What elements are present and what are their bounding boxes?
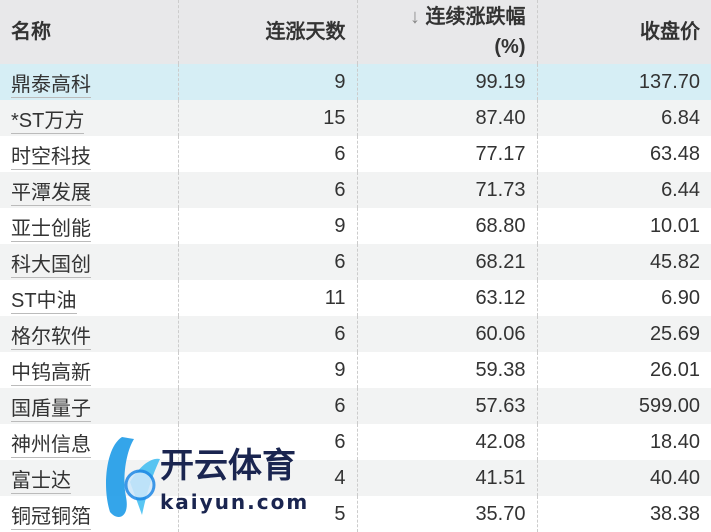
cell-days: 6: [177, 244, 357, 280]
cell-name[interactable]: 平潭发展: [0, 172, 178, 208]
table-row[interactable]: 富士达 4 41.51 40.40: [0, 460, 711, 496]
table-row[interactable]: 鼎泰高科 9 99.19 137.70: [0, 64, 711, 100]
cell-price: 40.40: [536, 460, 711, 496]
table-row[interactable]: 时空科技 6 77.17 63.48: [0, 136, 711, 172]
cell-days: 15: [177, 100, 357, 136]
cell-price: 10.01: [536, 208, 711, 244]
cell-days: 6: [177, 424, 357, 460]
cell-price: 6.44: [536, 172, 711, 208]
cell-days: 4: [177, 460, 357, 496]
header-days[interactable]: 连涨天数: [177, 0, 357, 64]
table-header: 名称 连涨天数 ↓ 连续涨跌幅 (%) 收盘价: [0, 0, 711, 64]
stock-name-link[interactable]: 时空科技: [11, 145, 91, 170]
cell-days: 9: [177, 208, 357, 244]
cell-name[interactable]: 亚士创能: [0, 208, 178, 244]
watermark-title: 开云体育: [160, 446, 296, 486]
cell-price: 45.82: [536, 244, 711, 280]
cell-days: 5: [177, 496, 357, 532]
header-pct-unit: (%): [494, 36, 526, 58]
stock-name-link[interactable]: 铜冠铜箔: [11, 505, 91, 530]
cell-price: 25.69: [536, 316, 711, 352]
stock-name-link[interactable]: 中钨高新: [11, 361, 91, 386]
stock-name-link[interactable]: 亚士创能: [11, 217, 91, 242]
cell-days: 9: [177, 352, 357, 388]
cell-name[interactable]: 铜冠铜箔: [0, 496, 178, 532]
cell-pct: 60.06: [356, 316, 537, 352]
sort-down-icon: ↓: [409, 6, 420, 28]
cell-pct: 59.38: [356, 352, 537, 388]
cell-days: 6: [177, 388, 357, 424]
cell-price: 38.38: [536, 496, 711, 532]
cell-name[interactable]: 神州信息: [0, 424, 178, 460]
cell-name[interactable]: 中钨高新: [0, 352, 178, 388]
cell-pct: 42.08: [356, 424, 537, 460]
cell-days: 6: [177, 316, 357, 352]
watermark-url: kaiyun.com: [160, 490, 309, 514]
header-pct[interactable]: ↓ 连续涨跌幅 (%): [356, 0, 537, 64]
table-row[interactable]: 国盾量子 6 57.63 599.00: [0, 388, 711, 424]
stock-name-link[interactable]: *ST万方: [11, 109, 85, 134]
stock-name-link[interactable]: 平潭发展: [11, 181, 91, 206]
cell-pct: 68.80: [356, 208, 537, 244]
stock-name-link[interactable]: 神州信息: [11, 433, 91, 458]
table-row[interactable]: *ST万方 15 87.40 6.84: [0, 100, 711, 136]
cell-pct: 63.12: [356, 280, 537, 316]
cell-name[interactable]: 国盾量子: [0, 388, 178, 424]
cell-name[interactable]: 格尔软件: [0, 316, 178, 352]
cell-price: 599.00: [536, 388, 711, 424]
cell-pct: 99.19: [356, 64, 537, 100]
stock-name-link[interactable]: 富士达: [11, 469, 71, 494]
cell-pct: 68.21: [356, 244, 537, 280]
cell-pct: 35.70: [356, 496, 537, 532]
cell-name[interactable]: *ST万方: [0, 100, 178, 136]
cell-pct: 77.17: [356, 136, 537, 172]
table-row[interactable]: ST中油 11 63.12 6.90: [0, 280, 711, 316]
cell-pct: 71.73: [356, 172, 537, 208]
stock-name-link[interactable]: 鼎泰高科: [11, 73, 91, 98]
cell-name[interactable]: 科大国创: [0, 244, 178, 280]
cell-price: 6.84: [536, 100, 711, 136]
cell-pct: 57.63: [356, 388, 537, 424]
table-row[interactable]: 神州信息 6 42.08 18.40: [0, 424, 711, 460]
kaiyun-watermark-logo: 开云体育 kaiyun.com: [106, 437, 309, 517]
cell-price: 6.90: [536, 280, 711, 316]
table-row[interactable]: 科大国创 6 68.21 45.82: [0, 244, 711, 280]
table-row[interactable]: 平潭发展 6 71.73 6.44: [0, 172, 711, 208]
cell-days: 11: [177, 280, 357, 316]
cell-price: 18.40: [536, 424, 711, 460]
table-row[interactable]: 中钨高新 9 59.38 26.01: [0, 352, 711, 388]
header-name[interactable]: 名称: [0, 0, 178, 64]
stock-name-link[interactable]: ST中油: [11, 289, 77, 314]
cell-pct: 41.51: [356, 460, 537, 496]
cell-name[interactable]: ST中油: [0, 280, 178, 316]
stock-name-link[interactable]: 科大国创: [11, 253, 91, 278]
cell-name[interactable]: 时空科技: [0, 136, 178, 172]
cell-days: 6: [177, 172, 357, 208]
cell-price: 137.70: [536, 64, 711, 100]
table-row[interactable]: 铜冠铜箔 5 35.70 38.38: [0, 496, 711, 532]
stock-name-link[interactable]: 格尔软件: [11, 325, 91, 350]
table-row[interactable]: 亚士创能 9 68.80 10.01: [0, 208, 711, 244]
cell-days: 6: [177, 136, 357, 172]
stock-name-link[interactable]: 国盾量子: [11, 397, 91, 422]
cell-pct: 87.40: [356, 100, 537, 136]
cell-days: 9: [177, 64, 357, 100]
header-price[interactable]: 收盘价: [536, 0, 711, 64]
table-row[interactable]: 格尔软件 6 60.06 25.69: [0, 316, 711, 352]
cell-name[interactable]: 鼎泰高科: [0, 64, 178, 100]
cell-price: 63.48: [536, 136, 711, 172]
header-pct-label: 连续涨跌幅: [425, 6, 526, 28]
cell-price: 26.01: [536, 352, 711, 388]
